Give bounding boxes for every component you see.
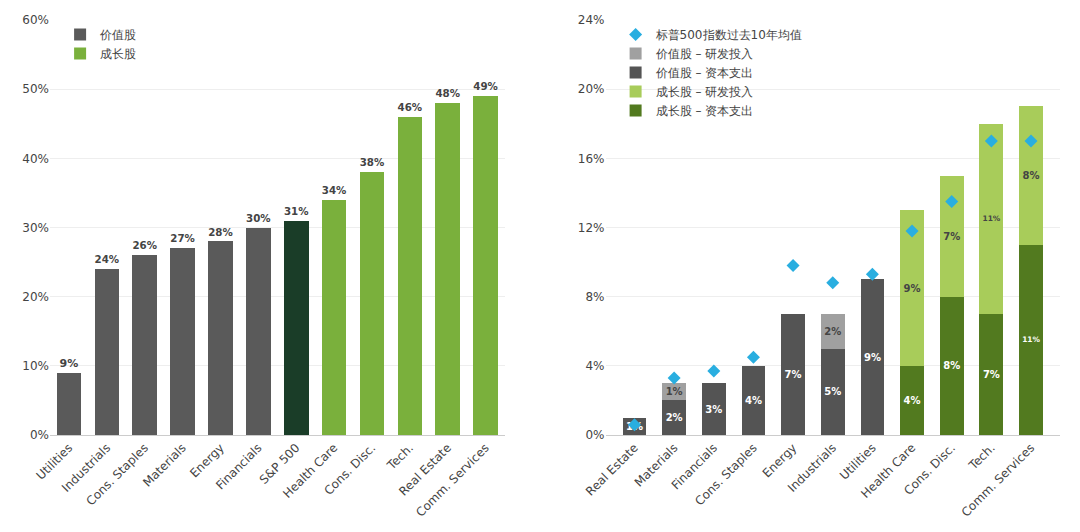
svg-text:成长股: 成长股 bbox=[100, 47, 136, 61]
svg-text:28%: 28% bbox=[208, 226, 233, 238]
svg-text:12%: 12% bbox=[578, 221, 605, 235]
svg-text:Materials: Materials bbox=[140, 441, 189, 490]
svg-text:49%: 49% bbox=[473, 80, 498, 92]
svg-text:4%: 4% bbox=[585, 359, 604, 373]
svg-text:9%: 9% bbox=[864, 352, 881, 363]
svg-text:11%: 11% bbox=[1022, 335, 1040, 344]
svg-text:4%: 4% bbox=[745, 395, 762, 406]
svg-text:24%: 24% bbox=[578, 13, 605, 27]
svg-text:Real Estate: Real Estate bbox=[583, 441, 641, 499]
svg-text:Industrials: Industrials bbox=[59, 441, 113, 495]
svg-text:8%: 8% bbox=[943, 360, 960, 371]
svg-text:1%: 1% bbox=[626, 421, 643, 432]
svg-text:4%: 4% bbox=[904, 395, 921, 406]
svg-text:成长股 – 资本支出: 成长股 – 资本支出 bbox=[656, 104, 754, 118]
svg-text:0%: 0% bbox=[30, 428, 49, 442]
svg-text:9%: 9% bbox=[60, 357, 79, 370]
svg-text:Industrials: Industrials bbox=[785, 441, 839, 495]
svg-text:S&P 500: S&P 500 bbox=[257, 441, 303, 487]
svg-text:Real Estate: Real Estate bbox=[396, 441, 454, 499]
svg-text:成长股 – 研发投入: 成长股 – 研发投入 bbox=[656, 85, 754, 99]
svg-text:2%: 2% bbox=[824, 326, 841, 337]
svg-text:20%: 20% bbox=[22, 290, 49, 304]
svg-text:Financials: Financials bbox=[213, 441, 264, 492]
svg-text:60%: 60% bbox=[22, 13, 49, 27]
svg-text:Energy: Energy bbox=[187, 441, 227, 481]
svg-text:Cons. Staples: Cons. Staples bbox=[84, 441, 152, 509]
svg-text:50%: 50% bbox=[22, 82, 49, 96]
svg-text:11%: 11% bbox=[982, 214, 1000, 223]
svg-text:16%: 16% bbox=[578, 152, 605, 166]
svg-text:价值股 – 资本支出: 价值股 – 资本支出 bbox=[655, 66, 754, 80]
svg-text:38%: 38% bbox=[360, 156, 385, 168]
svg-text:7%: 7% bbox=[785, 369, 802, 380]
svg-text:7%: 7% bbox=[943, 231, 960, 242]
svg-text:9%: 9% bbox=[904, 283, 921, 294]
svg-text:标普500指数过去10年均值: 标普500指数过去10年均值 bbox=[655, 28, 802, 42]
svg-text:3%: 3% bbox=[705, 404, 722, 415]
svg-text:48%: 48% bbox=[435, 87, 460, 99]
svg-text:8%: 8% bbox=[1023, 170, 1040, 181]
svg-text:0%: 0% bbox=[585, 428, 604, 442]
svg-text:27%: 27% bbox=[170, 232, 195, 244]
svg-text:Health Care: Health Care bbox=[280, 441, 340, 501]
svg-text:Cons. Disc.: Cons. Disc. bbox=[321, 441, 378, 498]
svg-text:Comm. Services: Comm. Services bbox=[413, 441, 492, 520]
svg-text:2%: 2% bbox=[666, 412, 683, 423]
svg-text:Cons. Staples: Cons. Staples bbox=[692, 441, 760, 509]
svg-text:30%: 30% bbox=[246, 212, 271, 224]
svg-text:Energy: Energy bbox=[760, 441, 800, 481]
svg-text:8%: 8% bbox=[585, 290, 604, 304]
svg-text:34%: 34% bbox=[322, 184, 347, 196]
svg-text:Utilities: Utilities bbox=[33, 441, 75, 483]
svg-text:价值股: 价值股 bbox=[99, 28, 136, 42]
svg-text:20%: 20% bbox=[578, 82, 605, 96]
svg-text:30%: 30% bbox=[22, 221, 49, 235]
svg-text:Materials: Materials bbox=[632, 441, 681, 490]
svg-text:5%: 5% bbox=[824, 386, 841, 397]
svg-text:Utilities: Utilities bbox=[837, 441, 879, 483]
svg-text:价值股 – 研发投入: 价值股 – 研发投入 bbox=[655, 47, 754, 61]
svg-text:40%: 40% bbox=[22, 152, 49, 166]
svg-text:Financials: Financials bbox=[669, 441, 720, 492]
svg-text:Cons. Disc.: Cons. Disc. bbox=[901, 441, 958, 498]
svg-text:31%: 31% bbox=[284, 205, 309, 217]
svg-text:7%: 7% bbox=[983, 369, 1000, 380]
svg-text:46%: 46% bbox=[398, 101, 423, 113]
svg-text:24%: 24% bbox=[95, 253, 120, 265]
svg-text:Health Care: Health Care bbox=[858, 441, 918, 501]
svg-text:Comm. Services: Comm. Services bbox=[959, 441, 1038, 520]
svg-text:26%: 26% bbox=[132, 239, 157, 251]
svg-text:10%: 10% bbox=[22, 359, 49, 373]
svg-text:Tech.: Tech. bbox=[384, 441, 416, 473]
svg-text:1%: 1% bbox=[666, 386, 683, 397]
svg-text:Tech.: Tech. bbox=[965, 441, 997, 473]
